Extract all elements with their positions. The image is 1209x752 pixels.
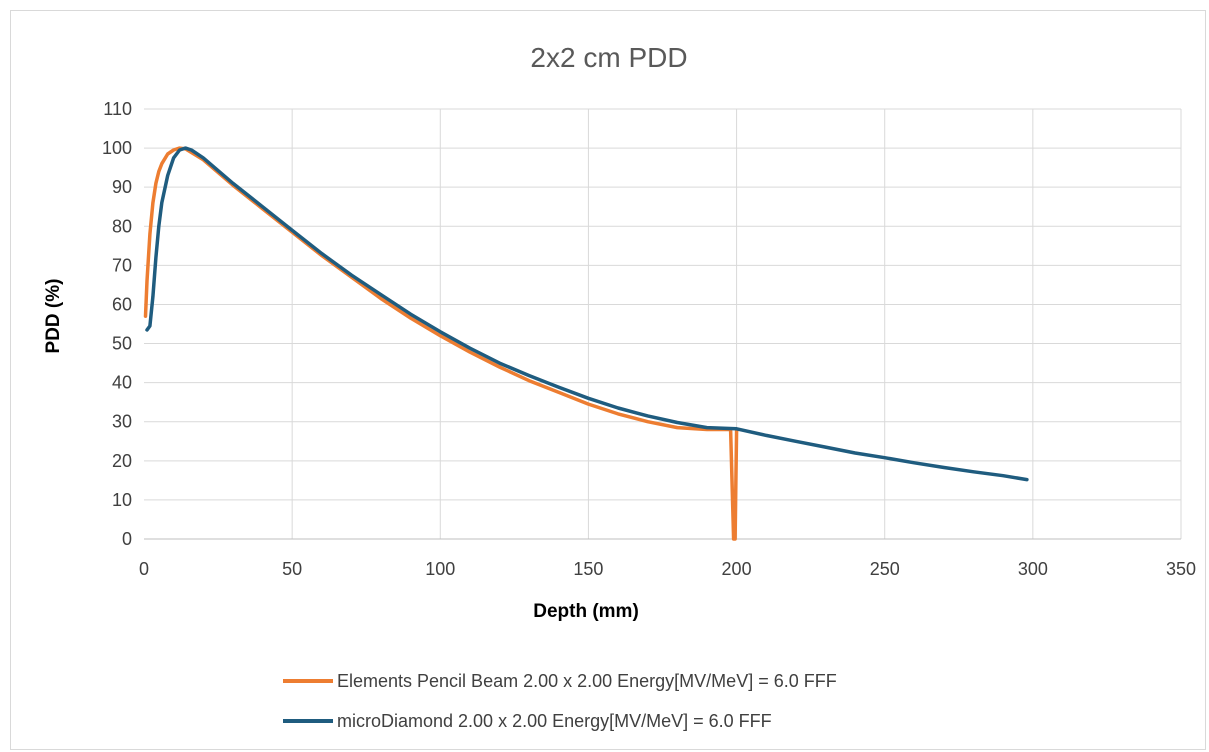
y-tick-label: 20 xyxy=(112,451,132,471)
y-tick-label: 60 xyxy=(112,294,132,314)
legend-label-1: Elements Pencil Beam 2.00 x 2.00 Energy[… xyxy=(337,671,837,691)
y-axis-label: PDD (%) xyxy=(43,279,64,354)
x-tick-label: 200 xyxy=(722,559,752,579)
y-tick-label: 0 xyxy=(122,529,132,549)
y-tick-label: 40 xyxy=(112,373,132,393)
legend: Elements Pencil Beam 2.00 x 2.00 Energy[… xyxy=(283,671,837,731)
tick-labels: 0 10 20 30 40 50 60 70 80 90 100 110 0 50 100 150 200 250… xyxy=(102,99,1196,579)
chart-area: 2x2 cm PDD 0 10 20 30 40 50 60 70 80 90 100 110 0 50 1… xyxy=(10,10,1206,750)
y-tick-label: 90 xyxy=(112,177,132,197)
y-tick-label: 80 xyxy=(112,216,132,236)
series-lines xyxy=(143,146,1029,541)
y-tick-label: 100 xyxy=(102,138,132,158)
y-tick-label: 50 xyxy=(112,334,132,354)
chart-title: 2x2 cm PDD xyxy=(530,42,687,73)
y-tick-label: 30 xyxy=(112,412,132,432)
legend-label-2: microDiamond 2.00 x 2.00 Energy[MV/MeV] … xyxy=(337,711,772,731)
series-line-2 xyxy=(145,146,1029,482)
x-tick-label: 350 xyxy=(1166,559,1196,579)
x-tick-label: 50 xyxy=(282,559,302,579)
x-tick-label: 0 xyxy=(139,559,149,579)
y-tick-label: 70 xyxy=(112,255,132,275)
x-axis-label: Depth (mm) xyxy=(533,601,639,622)
gridlines xyxy=(144,108,1182,539)
x-tick-label: 150 xyxy=(573,559,603,579)
x-tick-label: 300 xyxy=(1018,559,1048,579)
y-tick-label: 10 xyxy=(112,490,132,510)
x-tick-label: 100 xyxy=(425,559,455,579)
series-line-1 xyxy=(143,146,740,541)
y-tick-label: 110 xyxy=(103,99,132,119)
pdd-line-chart: 2x2 cm PDD 0 10 20 30 40 50 60 70 80 90 100 110 0 50 1… xyxy=(43,42,1196,731)
x-tick-label: 250 xyxy=(870,559,900,579)
